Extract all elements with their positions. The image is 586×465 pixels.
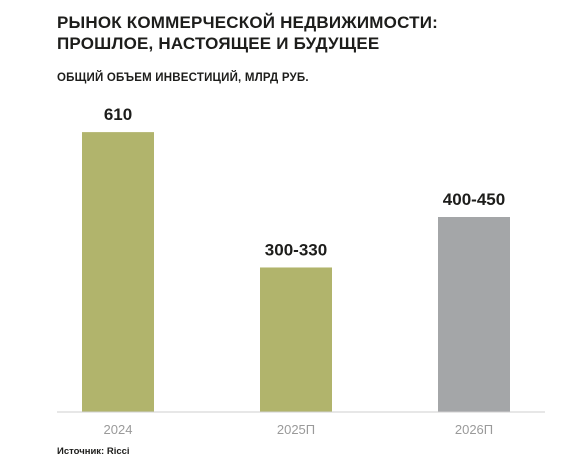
x-tick-label-2024: 2024 — [104, 422, 133, 437]
value-label-2026П: 400-450 — [443, 190, 505, 209]
value-label-2024: 610 — [104, 105, 132, 124]
bar-2026П — [438, 217, 510, 412]
chart-title-line-2: ПРОШЛОЕ, НАСТОЯЩЕЕ И БУДУЩЕЕ — [57, 34, 380, 53]
chart-title-line-1: РЫНОК КОММЕРЧЕСКОЙ НЕДВИЖИМОСТИ: — [57, 13, 438, 32]
source-note: Источник: Ricci — [57, 446, 130, 457]
bar-chart: 610 2024 300-330 2025П 400-450 2026П — [57, 105, 545, 437]
bar-2024 — [82, 132, 154, 412]
chart-subtitle: ОБЩИЙ ОБЪЕМ ИНВЕСТИЦИЙ, МЛРД РУБ. — [57, 72, 309, 84]
x-tick-label-2026П: 2026П — [455, 422, 493, 437]
value-label-2025П: 300-330 — [265, 240, 327, 259]
chart-title: РЫНОК КОММЕРЧЕСКОЙ НЕДВИЖИМОСТИ: ПРОШЛОЕ… — [57, 12, 557, 54]
x-tick-label-2025П: 2025П — [277, 422, 315, 437]
bar-2025П — [260, 267, 332, 412]
